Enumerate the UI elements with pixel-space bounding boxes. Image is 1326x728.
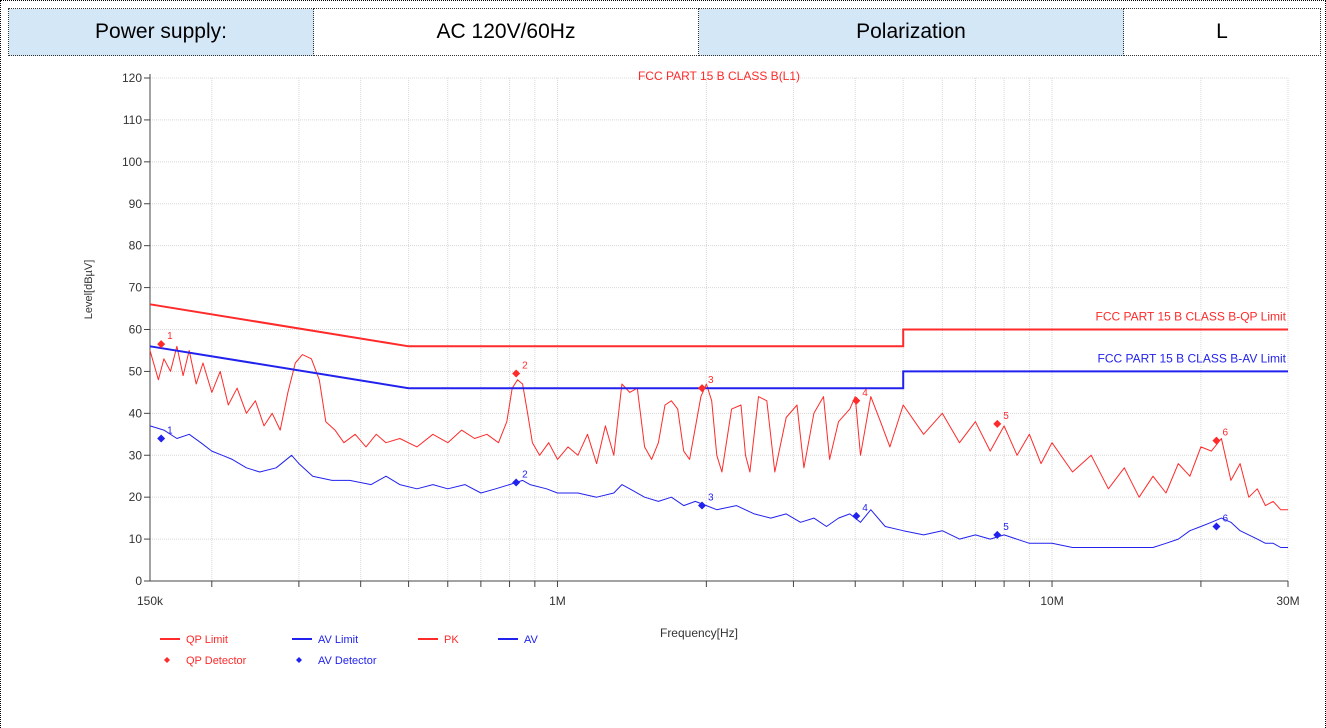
legend-item: PK: [418, 634, 459, 646]
legend-label: AV Limit: [318, 634, 358, 646]
limit-labels: FCC PART 15 B CLASS B-QP Limit FCC PART 1…: [1095, 310, 1286, 366]
legend-item: AV: [498, 634, 539, 646]
chart-title: FCC PART 15 B CLASS B(L1): [638, 69, 800, 83]
qp-detector-point: [157, 340, 166, 349]
qp-detector-point: [698, 384, 707, 393]
av-detector-point: [157, 434, 166, 443]
y-tick-label: 120: [122, 71, 142, 85]
x-tick-label: 150k: [137, 594, 164, 608]
qp-detector-point: [993, 419, 1002, 428]
test-info-table: Power supply: AC 120V/60Hz Polarization …: [8, 8, 1321, 56]
x-tick-label: 10M: [1040, 594, 1063, 608]
x-tick-label: 1M: [549, 594, 566, 608]
legend-label: PK: [444, 634, 459, 646]
legend-item: AV Limit: [292, 634, 358, 646]
av-detector-label: 6: [1222, 514, 1228, 525]
legend-label: AV: [524, 634, 539, 646]
y-tick-label: 110: [123, 113, 142, 127]
legend: QP Limit AV Limit PK AV QP Detector AV Detect…: [160, 634, 539, 667]
y-tick-label: 80: [129, 239, 143, 253]
series-pk-line: [149, 345, 1288, 511]
axes: [144, 74, 1289, 587]
legend-swatch: [164, 657, 170, 663]
av-detector-label: 2: [522, 469, 528, 480]
y-tick-label: 30: [129, 448, 143, 462]
legend-label: QP Limit: [186, 634, 228, 646]
qp-detector-label: 1: [167, 331, 173, 342]
y-tick-label: 70: [129, 281, 143, 295]
qp-detector-point: [512, 369, 521, 378]
y-tick-label: 60: [129, 323, 143, 337]
legend-item: AV Detector: [296, 655, 377, 667]
legend-label: QP Detector: [186, 655, 247, 667]
av-detector-label: 3: [708, 493, 714, 504]
tick-labels: 0 10 20 30 40 50 60 70 80 90 100 110 120 150k 1M 10M 30M: [122, 71, 1300, 608]
av-limit-label: FCC PART 15 B CLASS B-AV Limit: [1097, 351, 1286, 365]
top-border: [0, 0, 1326, 1]
qp-detector-label: 5: [1003, 411, 1009, 422]
qp-limit-line: [149, 303, 1288, 348]
polarization-value: L: [1123, 8, 1321, 56]
series-av-line: [149, 425, 1288, 548]
legend-swatch: [296, 657, 302, 663]
legend-item: QP Limit: [160, 634, 228, 646]
series-lines: [149, 345, 1288, 548]
qp-detector-label: 2: [522, 361, 528, 372]
av-limit-line: [149, 345, 1288, 390]
qp-detector-label: 6: [1222, 428, 1228, 439]
emission-chart: 0 10 20 30 40 50 60 70 80 90 100 110 120 150k 1M 10M 30M…: [83, 69, 1300, 667]
y-tick-label: 20: [129, 490, 143, 504]
polarization-label: Polarization: [698, 8, 1124, 56]
qp-detector-point: [852, 396, 861, 405]
qp-limit-label: FCC PART 15 B CLASS B-QP Limit: [1095, 310, 1286, 324]
av-detector-point: [698, 501, 707, 510]
y-tick-label: 40: [129, 406, 143, 420]
av-detector-label: 4: [862, 503, 868, 514]
av-detector-label: 1: [167, 425, 173, 436]
limit-lines: [149, 303, 1288, 390]
av-detector-point: [852, 512, 861, 521]
power-supply-value: AC 120V/60Hz: [313, 8, 699, 56]
av-detector-point: [512, 478, 521, 487]
y-tick-label: 50: [129, 364, 143, 378]
av-detector-point: [993, 530, 1002, 539]
y-tick-label: 100: [122, 155, 142, 169]
av-detector-label: 5: [1003, 522, 1009, 533]
x-tick-label: 30M: [1276, 594, 1299, 608]
qp-detector-label: 4: [862, 388, 868, 399]
qp-detector-label: 3: [708, 375, 714, 386]
power-supply-label: Power supply:: [8, 8, 314, 56]
legend-label: AV Detector: [318, 655, 377, 667]
x-axis-label: Frequency[Hz]: [660, 626, 738, 640]
av-detector-point: [1212, 522, 1221, 531]
y-tick-label: 0: [135, 574, 142, 588]
y-tick-label: 10: [129, 532, 143, 546]
detector-markers: 1 2 3 4 5 6 1 2 3 4 5 6: [157, 331, 1228, 539]
qp-detector-point: [1212, 436, 1221, 445]
test-info-row: Power supply: AC 120V/60Hz Polarization …: [8, 8, 1321, 56]
y-axis-label: Level[dBµV]: [83, 260, 95, 320]
legend-item: QP Detector: [164, 655, 247, 667]
y-tick-label: 90: [129, 197, 143, 211]
